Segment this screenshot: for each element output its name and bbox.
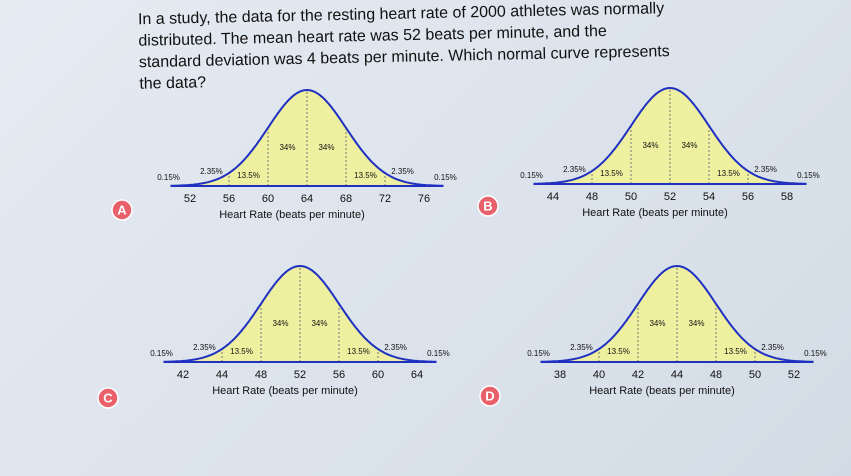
tick-label: 52 bbox=[294, 369, 306, 381]
percent-label: 0.15% bbox=[150, 349, 173, 358]
question: In a study, the data for the resting hea… bbox=[138, 0, 670, 93]
percent-label: 13.5% bbox=[354, 171, 377, 180]
tick-label: 40 bbox=[593, 369, 605, 381]
percent-label: 34% bbox=[681, 141, 697, 150]
tick-label: 52 bbox=[788, 369, 800, 381]
axis-title: Heart Rate (beats per minute) bbox=[589, 385, 735, 397]
tick-label: 58 bbox=[781, 191, 793, 203]
curve bbox=[533, 86, 807, 185]
percent-label: 2.35% bbox=[761, 343, 784, 352]
option-panel: 42 44 48 52 56 60 64 0.15% 2.35% 13.5% 34% 34% 13.5%… bbox=[97, 264, 450, 409]
percent-label: 34% bbox=[272, 319, 288, 328]
axis-title: Heart Rate (beats per minute) bbox=[582, 207, 728, 219]
percent-label: 0.15% bbox=[520, 171, 543, 180]
percent-label: 2.35% bbox=[563, 165, 586, 174]
percent-label: 13.5% bbox=[717, 169, 740, 178]
tick-label: 64 bbox=[411, 369, 423, 381]
option-panel: 52 56 60 64 68 72 76 0.15% 2.35% 13.5% 34% 34% 13.5%… bbox=[111, 88, 457, 221]
percent-label: 13.5% bbox=[607, 347, 630, 356]
percent-label: 0.15% bbox=[434, 173, 457, 182]
percent-label: 2.35% bbox=[193, 343, 216, 352]
option-letter: A bbox=[117, 202, 127, 217]
tick-label: 44 bbox=[547, 191, 559, 203]
percent-label: 2.35% bbox=[754, 165, 777, 174]
percent-label: 13.5% bbox=[347, 347, 370, 356]
tick-label: 68 bbox=[340, 193, 352, 205]
option-badge bbox=[97, 387, 119, 409]
tick-label: 50 bbox=[749, 369, 761, 381]
tick-label: 60 bbox=[372, 369, 384, 381]
tick-label: 52 bbox=[664, 191, 676, 203]
percent-label: 0.15% bbox=[157, 173, 180, 182]
option-panel: 44 48 50 52 54 56 58 0.15% 2.35% 13.5% 34% 34% 13.5%… bbox=[477, 86, 820, 219]
tick-label: 52 bbox=[184, 193, 196, 205]
percent-label: 34% bbox=[642, 141, 658, 150]
tick-label: 56 bbox=[742, 191, 754, 203]
percent-label: 2.35% bbox=[570, 343, 593, 352]
option-badge bbox=[477, 195, 499, 217]
question-line: the data? bbox=[139, 74, 206, 92]
axis-title: Heart Rate (beats per minute) bbox=[212, 385, 358, 397]
tick-label: 48 bbox=[586, 191, 598, 203]
option-letter: D bbox=[485, 388, 494, 403]
tick-label: 56 bbox=[223, 193, 235, 205]
option-badge bbox=[479, 385, 501, 407]
tick-label: 44 bbox=[671, 369, 683, 381]
percent-label: 2.35% bbox=[200, 167, 223, 176]
tick-label: 60 bbox=[262, 193, 274, 205]
curve bbox=[163, 264, 437, 363]
percent-label: 0.15% bbox=[797, 171, 820, 180]
tick-label: 56 bbox=[333, 369, 345, 381]
tick-label: 44 bbox=[216, 369, 228, 381]
percent-label: 34% bbox=[311, 319, 327, 328]
tick-label: 76 bbox=[418, 193, 430, 205]
option-letter: C bbox=[103, 390, 113, 405]
percent-label: 2.35% bbox=[384, 343, 407, 352]
tick-label: 50 bbox=[625, 191, 637, 203]
tick-label: 42 bbox=[632, 369, 644, 381]
tick-label: 64 bbox=[301, 193, 313, 205]
percent-label: 0.15% bbox=[427, 349, 450, 358]
percent-label: 13.5% bbox=[724, 347, 747, 356]
tick-label: 48 bbox=[255, 369, 267, 381]
percent-label: 2.35% bbox=[391, 167, 414, 176]
option-letter: B bbox=[483, 198, 492, 213]
tick-label: 42 bbox=[177, 369, 189, 381]
tick-label: 54 bbox=[703, 191, 715, 203]
percent-label: 13.5% bbox=[600, 169, 623, 178]
option-badge bbox=[111, 199, 133, 221]
percent-label: 34% bbox=[279, 143, 295, 152]
percent-label: 34% bbox=[649, 319, 665, 328]
option-panel: 38 40 42 44 48 50 52 0.15% 2.35% 13.5% 34% 34% 13.5%… bbox=[479, 264, 827, 407]
percent-label: 13.5% bbox=[230, 347, 253, 356]
percent-label: 13.5% bbox=[237, 171, 260, 180]
tick-label: 38 bbox=[554, 369, 566, 381]
tick-label: 72 bbox=[379, 193, 391, 205]
axis-title: Heart Rate (beats per minute) bbox=[219, 209, 365, 221]
percent-label: 34% bbox=[688, 319, 704, 328]
curve bbox=[170, 88, 444, 187]
percent-label: 34% bbox=[318, 143, 334, 152]
curve bbox=[540, 264, 814, 363]
percent-label: 0.15% bbox=[804, 349, 827, 358]
percent-label: 0.15% bbox=[527, 349, 550, 358]
tick-label: 48 bbox=[710, 369, 722, 381]
